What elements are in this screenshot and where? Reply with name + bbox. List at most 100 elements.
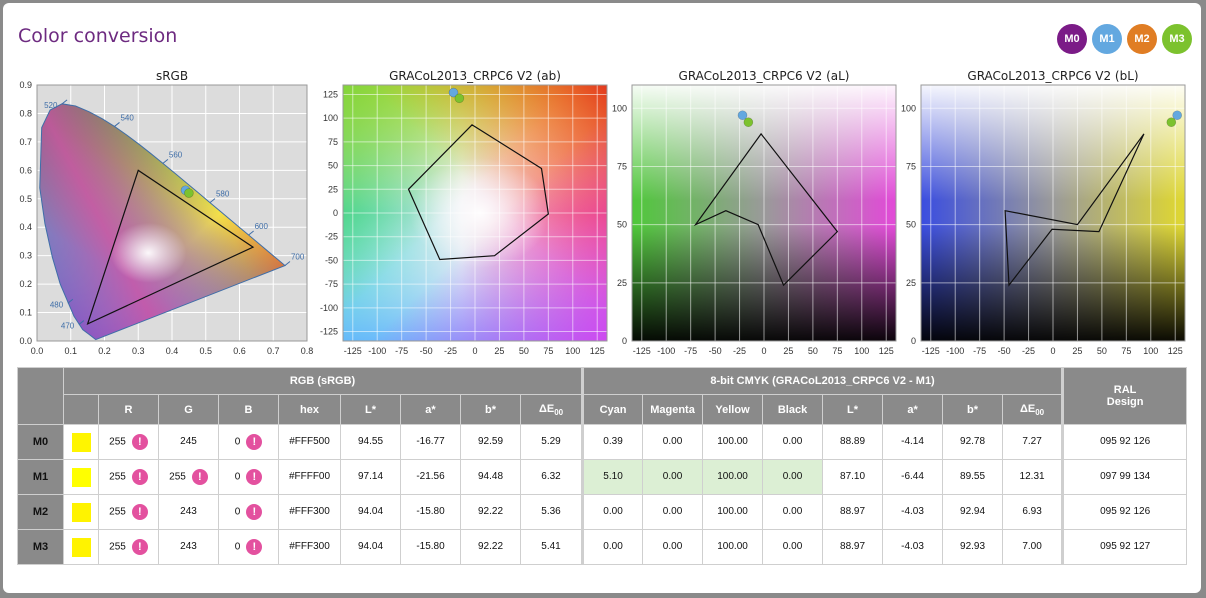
col-g: G: [158, 394, 219, 425]
badge-m3[interactable]: M3: [1162, 24, 1192, 54]
y-tick-label: 0.7: [19, 137, 32, 147]
cell-b-value: 0: [234, 506, 241, 518]
cell-hex-value: #FFF300: [289, 541, 330, 553]
warning-icon[interactable]: !: [131, 504, 148, 520]
cell-r: 255!: [98, 494, 159, 530]
x-tick-label: 0.4: [166, 346, 179, 356]
warning-icon[interactable]: !: [131, 539, 148, 555]
chart-title: GRACoL2013_CRPC6 V2 (ab): [389, 69, 561, 83]
cell-cyan: 0.00: [581, 494, 644, 530]
cell-b2-value: 92.93: [960, 541, 986, 553]
x-tick-label: 25: [494, 346, 504, 356]
cell-ral-value: 095 92 127: [1100, 541, 1151, 553]
cell-g-value: 255: [169, 471, 186, 483]
group-ral-header: RAL Design: [1061, 367, 1188, 425]
warning-icon[interactable]: !: [191, 469, 208, 485]
cell-l2-value: 88.97: [840, 541, 866, 553]
cell-r-value: 255: [109, 471, 126, 483]
x-tick-label: -25: [1022, 346, 1035, 356]
table-row: M0 255! 245 0! #FFF500 94.55 -16.77 92.59 5.29 0.…: [17, 424, 1188, 460]
color-swatch: [71, 467, 91, 487]
badge-m1[interactable]: M1: [1092, 24, 1122, 54]
plot-frame: [342, 84, 608, 342]
x-tick-label: 0.5: [199, 346, 212, 356]
y-tick-label: 100: [323, 113, 338, 123]
cell-l: 97.14: [340, 459, 401, 495]
wavelength-tick: [162, 158, 169, 164]
cell-b-value: 0: [234, 471, 241, 483]
locus-outline: [39, 103, 286, 341]
col-a: a*: [400, 394, 461, 425]
color-swatch-cell: [63, 494, 99, 530]
cell-l-value: 97.14: [357, 471, 384, 483]
cell-l-value: 94.04: [357, 506, 384, 518]
delta-e-label: ΔE: [538, 402, 555, 415]
badge-m0[interactable]: M0: [1057, 24, 1087, 54]
x-tick-label: -50: [420, 346, 433, 356]
y-tick-label: -25: [325, 232, 338, 242]
cell-r-value: 255: [109, 541, 126, 553]
cell-delta-e2-value: 6.93: [1022, 506, 1042, 518]
cell-a: -15.80: [400, 494, 461, 530]
white-point-glow: [110, 222, 187, 283]
cell-a2: -4.03: [882, 494, 944, 530]
cell-hex-value: #FFF300: [289, 506, 330, 518]
col-delta-e2: ΔE00: [1002, 394, 1064, 425]
col-a2: a*: [882, 394, 944, 425]
color-swatch-cell: [63, 424, 99, 460]
col-cyan: Cyan: [581, 394, 644, 425]
x-tick-label: -125: [633, 346, 651, 356]
wavelength-tick: [61, 99, 68, 105]
cell-ral: 095 92 126: [1061, 494, 1188, 530]
wavelength-label: 520: [44, 101, 58, 110]
y-tick-label: -75: [325, 279, 338, 289]
col-delta-e: ΔE00: [519, 394, 584, 425]
cell-b: 0!: [218, 529, 279, 565]
cell-b-star: 92.59: [460, 424, 521, 460]
x-tick-label: -125: [344, 346, 362, 356]
delta-e2-label: ΔE: [1019, 402, 1036, 415]
cell-a2: -4.03: [882, 529, 944, 565]
cell-ral-value: 095 92 126: [1100, 506, 1151, 518]
y-tick-label: 0.5: [19, 194, 32, 204]
warning-icon[interactable]: !: [246, 434, 263, 450]
cell-black: 0.00: [762, 529, 824, 565]
cell-l2: 88.97: [822, 529, 884, 565]
table-row: M1 255! 255! 0! #FFFF00 97.14 -21.56 94.48 6.32 5…: [17, 459, 1188, 495]
warning-icon[interactable]: !: [246, 469, 263, 485]
x-tick-label: -75: [973, 346, 986, 356]
y-tick-label: 25: [617, 278, 627, 288]
x-tick-label: -50: [709, 346, 722, 356]
y-tick-label: 75: [328, 137, 338, 147]
badge-m2[interactable]: M2: [1127, 24, 1157, 54]
cell-b2-value: 89.55: [960, 471, 986, 483]
x-tick-label: 100: [854, 346, 869, 356]
warning-icon[interactable]: !: [246, 504, 263, 520]
wavelength-label: 470: [61, 322, 75, 331]
color-swatch: [71, 537, 91, 557]
cell-delta-e-value: 5.41: [541, 541, 561, 553]
cell-magenta-value: 0.00: [662, 506, 683, 518]
cell-yellow-value: 100.00: [717, 506, 748, 518]
cell-a: -16.77: [400, 424, 461, 460]
x-tick-label: -25: [444, 346, 457, 356]
gamut-outline: [407, 124, 549, 261]
warning-icon[interactable]: !: [246, 539, 263, 555]
cell-b-value: 0: [234, 436, 241, 448]
y-tick-label: 100: [612, 103, 627, 113]
wavelength-label: 600: [255, 222, 269, 231]
y-tick-label: 0.3: [19, 251, 32, 261]
x-tick-label: 0.6: [233, 346, 246, 356]
warning-icon[interactable]: !: [131, 469, 148, 485]
cell-b2: 92.78: [942, 424, 1004, 460]
cell-b-star-value: 94.48: [477, 471, 504, 483]
cell-b: 0!: [218, 494, 279, 530]
cell-a: -15.80: [400, 529, 461, 565]
cell-l2: 88.97: [822, 494, 884, 530]
col-b2: b*: [942, 394, 1004, 425]
cell-yellow-value: 100.00: [717, 471, 748, 483]
warning-icon[interactable]: !: [131, 434, 148, 450]
cell-yellow-value: 100.00: [717, 436, 748, 448]
x-tick-label: -100: [946, 346, 964, 356]
x-tick-label: -75: [684, 346, 697, 356]
